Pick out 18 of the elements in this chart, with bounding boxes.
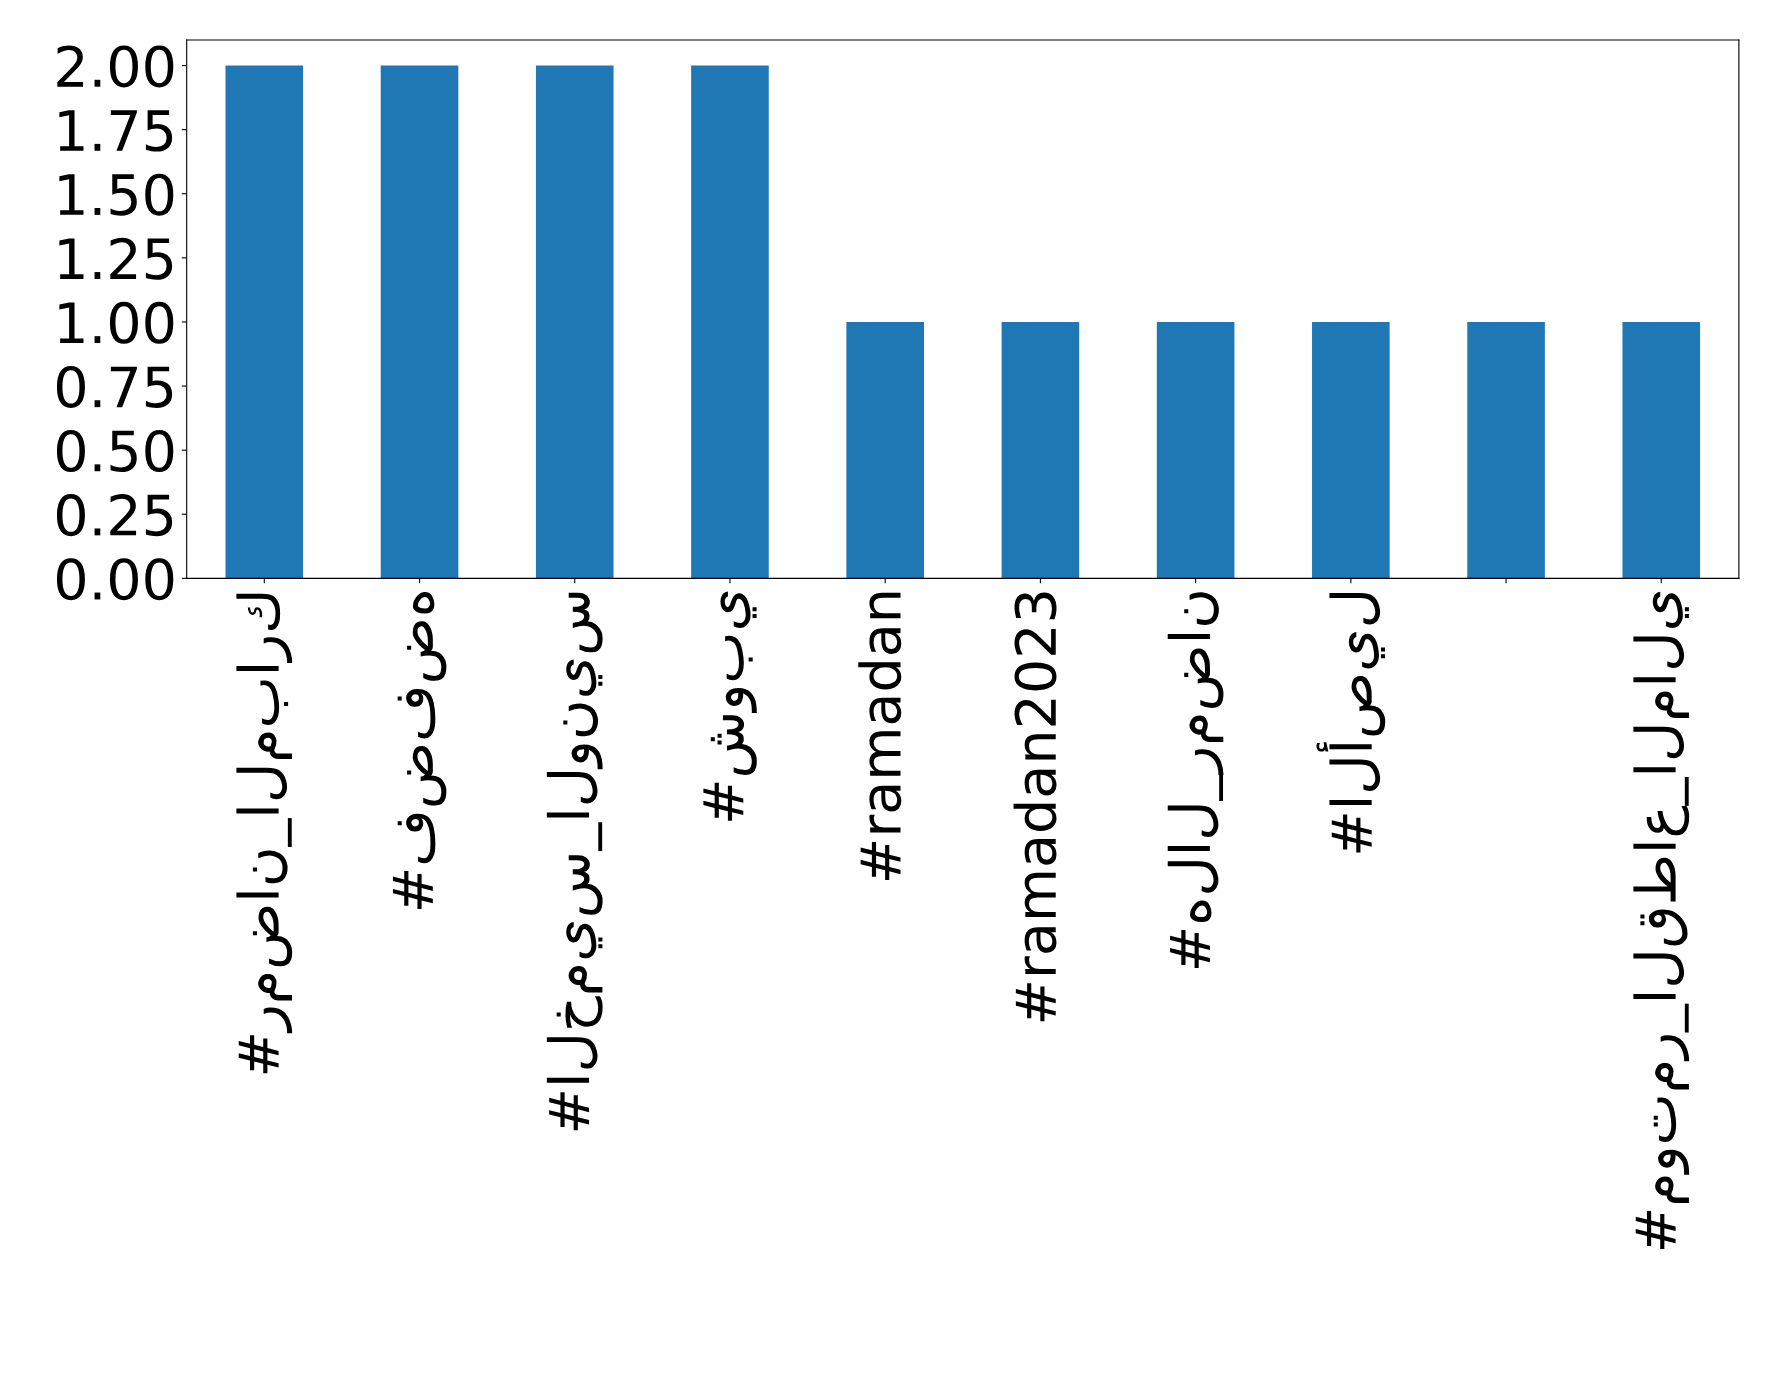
y-tick-label: 1.00 [59, 301, 174, 344]
x-tick-label: #الخميس_الونيس [546, 592, 603, 1131]
x-tick-label: #فضفضه [392, 592, 447, 909]
y-tick-label: 0.00 [56, 558, 174, 601]
x-tick-label: #موتمر_القطاع_المالي [1633, 591, 1690, 1249]
x-tick-label: #الأصيل [1316, 593, 1386, 853]
y-tick-label: 0.75 [56, 365, 173, 408]
y-tick-label: 0.25 [56, 494, 173, 537]
y-tick-label: 1.25 [59, 237, 173, 280]
y-tick-label: 0.50 [56, 430, 174, 473]
x-tick-label: #هلال_رمضان [1167, 592, 1224, 969]
x-tick-label: #ramadan [858, 592, 902, 880]
x-tick-label: #ramadan2023 [1013, 592, 1057, 1022]
x-tick-label: #شوبي [703, 591, 757, 821]
y-tick-label: 2.00 [57, 45, 174, 88]
y-tick-label: 1.75 [59, 110, 173, 152]
y-tick-label: 1.50 [59, 173, 174, 216]
x-tick-label: #رمضان_المبارك [236, 593, 293, 1074]
